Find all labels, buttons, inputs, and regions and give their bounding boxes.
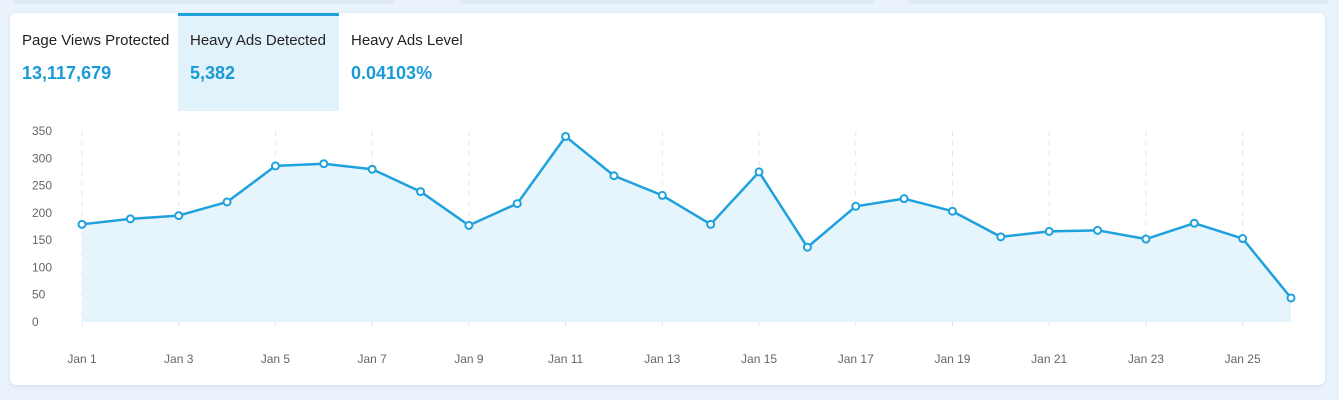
data-point (996, 232, 1006, 242)
x-tick-label: Jan 21 (1031, 352, 1067, 366)
data-point (802, 242, 812, 252)
data-point (706, 219, 716, 229)
x-tick-label: Jan 7 (357, 352, 387, 366)
data-point (416, 187, 426, 197)
x-tick-label: Jan 11 (548, 352, 583, 366)
tab-label: Heavy Ads Level (351, 32, 463, 49)
data-point (899, 194, 909, 204)
data-point (851, 201, 861, 211)
y-tick-label: 350 (32, 124, 52, 138)
x-tick-label: Jan 17 (838, 352, 874, 366)
y-tick-label: 250 (32, 179, 52, 193)
tab-page-views-protected[interactable]: Page Views Protected 13,117,679 (10, 13, 178, 111)
top-strip-left (14, 0, 394, 4)
tab-value: 5,382 (190, 63, 236, 83)
x-tick-label: Jan 19 (934, 352, 970, 366)
x-tick-label: Jan 3 (164, 352, 194, 366)
data-point (174, 211, 184, 221)
data-point (222, 197, 232, 207)
y-tick-label: 100 (32, 260, 52, 274)
stats-card: Page Views Protected 13,117,679 Heavy Ad… (10, 13, 1325, 385)
x-tick-label: Jan 1 (67, 352, 97, 366)
y-tick-label: 0 (32, 315, 39, 329)
data-point (125, 214, 135, 224)
tab-heavy-ads-detected[interactable]: Heavy Ads Detected 5,382 (178, 13, 339, 111)
tab-label: Page Views Protected (22, 32, 170, 49)
data-point (1141, 234, 1151, 244)
y-tick-label: 50 (32, 288, 46, 302)
tab-heavy-ads-level[interactable]: Heavy Ads Level 0.04103% (339, 13, 489, 111)
data-point (657, 190, 667, 200)
metric-tabs: Page Views Protected 13,117,679 Heavy Ad… (10, 13, 490, 111)
y-tick-label: 300 (32, 151, 52, 165)
data-point (754, 167, 764, 177)
data-point (1189, 218, 1199, 228)
data-point (1093, 225, 1103, 235)
x-tick-label: Jan 23 (1128, 352, 1164, 366)
tab-value: 0.04103% (351, 63, 433, 83)
data-points (77, 131, 1296, 303)
data-point (512, 199, 522, 209)
x-tick-label: Jan 9 (454, 352, 484, 366)
top-strip-middle (460, 0, 875, 4)
data-point (77, 219, 87, 229)
tab-value: 13,117,679 (22, 63, 112, 83)
x-tick-label: Jan 15 (741, 352, 777, 366)
y-axis-labels: 0 50 100 150 200 250 300 350 (32, 124, 52, 329)
x-tick-label: Jan 13 (644, 352, 680, 366)
data-point (1286, 293, 1296, 303)
data-point (319, 159, 329, 169)
data-point (947, 206, 957, 216)
data-point (367, 164, 377, 174)
y-tick-label: 150 (32, 233, 52, 247)
x-tick-label: Jan 5 (261, 352, 291, 366)
top-strip-right (908, 0, 1328, 4)
data-point (561, 131, 571, 141)
tab-label: Heavy Ads Detected (190, 32, 326, 49)
data-point (464, 220, 474, 230)
data-point (1238, 234, 1248, 244)
data-point (609, 171, 619, 181)
series-line (81, 135, 1292, 299)
series-area (82, 136, 1291, 322)
y-tick-label: 200 (32, 206, 52, 220)
data-point (1044, 226, 1054, 236)
x-axis-labels: Jan 1 Jan 3 Jan 5 Jan 7 Jan 9 Jan 11 Jan 13 Jan… (67, 352, 1261, 366)
x-tick-label: Jan 25 (1225, 352, 1261, 366)
data-point (270, 161, 280, 171)
